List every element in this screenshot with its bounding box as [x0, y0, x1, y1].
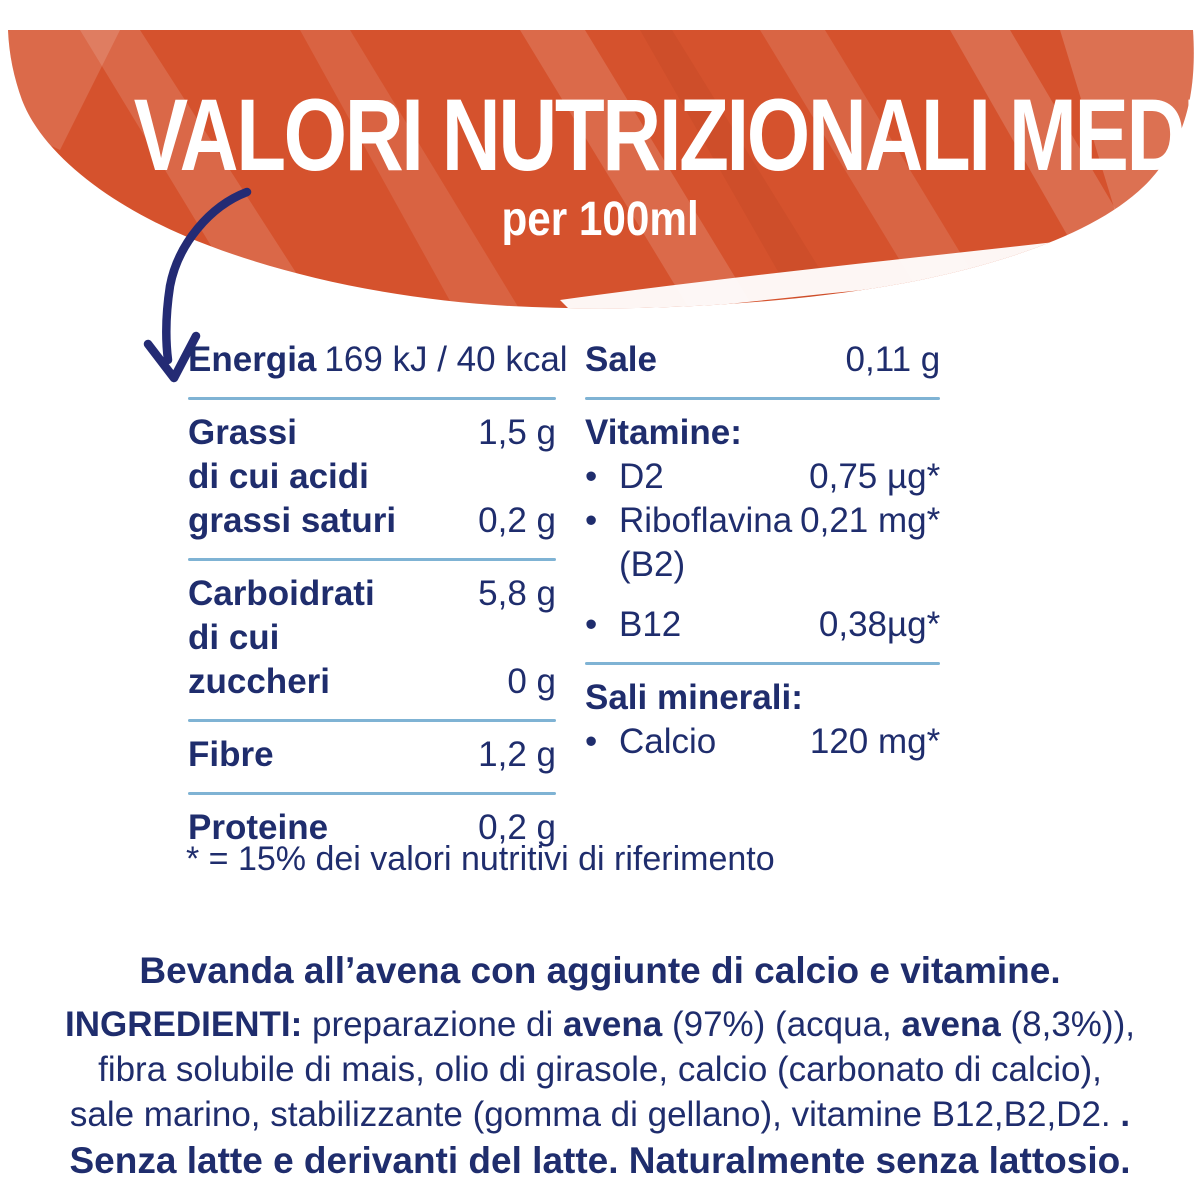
reference-values-footnote: * = 15% dei valori nutritivi di riferime…: [186, 840, 775, 878]
row-grassi-saturi: grassi saturi 0,2 g: [188, 499, 556, 543]
nutrient-label: Fibre: [188, 735, 274, 774]
nutrient-label: grassi saturi: [188, 501, 397, 540]
bullet-icon: •: [585, 605, 598, 644]
bullet-icon: •: [585, 457, 598, 496]
bullet-icon: •: [585, 722, 598, 761]
ingredients-line: fibra solubile di mais, olio di girasole…: [98, 1050, 1102, 1089]
nutrient-value: 0,2 g: [478, 501, 556, 540]
ingredients-section: Bevanda all’avena con aggiunte di calcio…: [0, 948, 1200, 1183]
left-column: Energia 169 kJ / 40 kcal Grassi 1,5 g di…: [188, 338, 568, 850]
row-d2: • D2 0,75 µg*: [585, 455, 940, 499]
nutrient-value: 0,38µg*: [818, 605, 941, 644]
row-proteine: Proteine 0,2 g: [188, 806, 556, 850]
divider: [585, 662, 941, 665]
row-b12: • B12 0,38µg*: [585, 603, 940, 647]
row-carboidrati: Carboidrati 5,8 g: [188, 572, 556, 616]
nutrient-label: Calcio: [619, 722, 717, 761]
nutrient-value: 169 kJ / 40 kcal: [324, 340, 568, 379]
nutrient-label: Riboflavina (B2): [619, 501, 793, 584]
row-di-cui: di cui: [188, 616, 556, 660]
divider: [188, 397, 556, 400]
lactose-free-statement: Senza latte e derivanti del latte. Natur…: [69, 1140, 1131, 1181]
brush-stroke-background: [8, 30, 1194, 309]
nutrition-table: Energia 169 kJ / 40 kcal Grassi 1,5 g di…: [188, 338, 941, 850]
nutrient-value: 0,11 g: [845, 340, 941, 379]
page-title: VALORI NUTRIZIONALI MEDI: [133, 78, 1200, 192]
serving-size-subtitle: per 100ml: [501, 193, 699, 246]
right-column: Sale 0,11 g Vitamine: • D2 0,75 µg* • Ri…: [585, 338, 941, 850]
nutrient-label: di cui: [188, 618, 280, 657]
minerals-header: Sali minerali:: [585, 678, 803, 717]
ingredients-line: sale marino, stabilizzante (gomma di gel…: [69, 1095, 1131, 1134]
nutrient-value: 0,75 µg*: [809, 457, 941, 496]
divider: [188, 558, 556, 561]
row-fibre: Fibre 1,2 g: [188, 733, 556, 777]
nutrient-label: Sale: [585, 340, 657, 379]
ingredients-line: INGREDIENTI: preparazione di avena (97%)…: [65, 1005, 1135, 1044]
row-di-cui-acidi: di cui acidi: [188, 455, 556, 499]
divider: [188, 719, 556, 722]
nutrient-label: di cui acidi: [188, 457, 369, 496]
nutrient-value: 1,2 g: [478, 735, 556, 774]
nutrient-value: 1,5 g: [478, 413, 556, 452]
row-energia: Energia 169 kJ / 40 kcal: [188, 338, 568, 382]
divider: [188, 792, 556, 795]
product-description: Bevanda all’avena con aggiunte di calcio…: [139, 950, 1061, 991]
nutrient-value: 5,8 g: [478, 574, 556, 613]
nutrient-value: 120 mg*: [809, 722, 941, 761]
row-riboflavina-b2: • Riboflavina (B2) 0,21 mg*: [585, 499, 940, 587]
row-zuccheri: zuccheri 0 g: [188, 660, 556, 704]
nutrient-label: Energia: [188, 340, 317, 379]
nutrient-value: 0 g: [507, 662, 556, 701]
nutrient-label: Proteine: [188, 808, 329, 847]
curved-arrow-icon: [143, 187, 252, 383]
nutrient-label: zuccheri: [188, 662, 330, 701]
nutrient-label: B12: [619, 605, 682, 644]
nutrient-label: Carboidrati: [188, 574, 375, 613]
nutrient-value: 0,2 g: [478, 808, 556, 847]
nutrient-value: 0,21 mg*: [800, 501, 941, 540]
vitamins-header: Vitamine:: [585, 413, 742, 452]
row-sale: Sale 0,11 g: [585, 338, 940, 382]
row-calcio: • Calcio 120 mg*: [585, 720, 940, 764]
bullet-icon: •: [585, 501, 598, 540]
nutrient-label: D2: [619, 457, 664, 496]
divider: [585, 397, 941, 400]
row-grassi: Grassi 1,5 g: [188, 411, 556, 455]
nutrient-label: Grassi: [188, 413, 297, 452]
